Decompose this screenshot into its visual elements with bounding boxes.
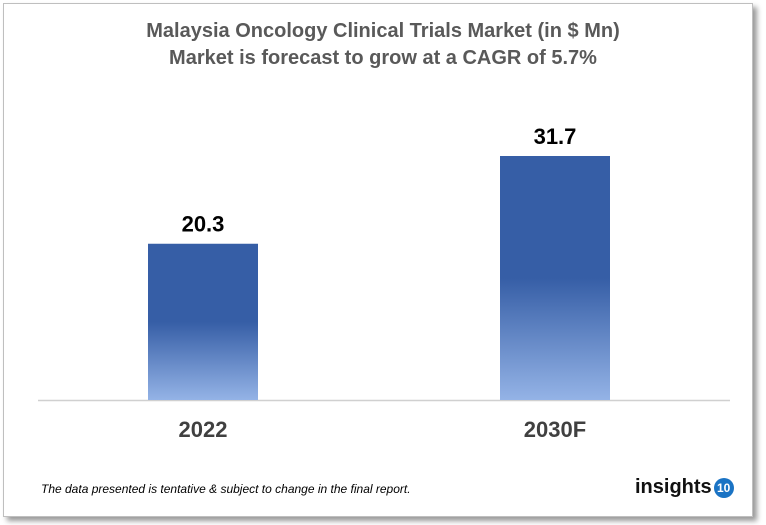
data-label: 31.7: [534, 124, 577, 149]
x-tick-label: 2022: [179, 417, 228, 442]
logo-text: insights: [635, 476, 712, 498]
data-label: 20.3: [182, 212, 225, 237]
x-tick-label: 2030F: [524, 417, 586, 442]
chart-frame: [3, 3, 753, 517]
bar-2022: [148, 243, 258, 400]
insights10-logo: insights 10: [635, 476, 734, 499]
logo-badge: 10: [713, 477, 734, 498]
chart-subtitle: Market is forecast to grow at a CAGR of …: [169, 47, 597, 69]
footnote: The data presented is tentative & subjec…: [41, 482, 411, 496]
bar-2030F: [500, 156, 610, 400]
chart-title: Malaysia Oncology Clinical Trials Market…: [146, 20, 620, 42]
